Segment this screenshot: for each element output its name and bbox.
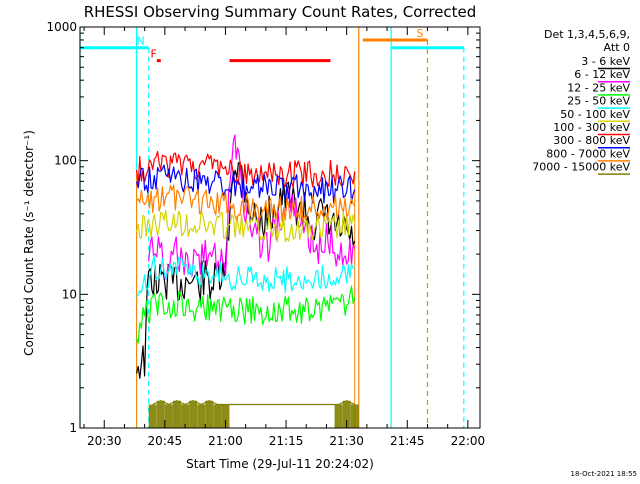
series-8-block-9 [221,404,230,428]
legend-label-8: 7000 - 15000 keV [532,161,630,174]
y-tick-label-3: 1000 [46,20,77,34]
series-line-0 [136,162,356,379]
legend-label-1: 6 - 12 keV [574,68,630,81]
legend-label-5: 100 - 300 keV [553,121,630,134]
series-8-block-5 [189,400,198,428]
legend-header-line-2: Att 0 [604,41,630,54]
axes-layer: 1 10 100 1000 20:30 20:45 21:00 21:15 21:30 21:45… [46,20,485,448]
x-tick-label-3: 21:15 [269,434,304,448]
plot-frame [79,26,481,429]
series-8-block-6 [197,404,206,428]
x-tick-label-6: 22:00 [451,434,486,448]
series-8-block-12 [350,404,359,428]
series-8-block-4 [181,404,190,428]
x-tick-label-2: 21:00 [208,434,243,448]
annotation-label-0: N [136,35,144,48]
annotation-label-1: S [416,27,423,40]
series-layer [136,134,359,428]
series-8-block-7 [205,400,214,428]
chart-title: RHESSI Observing Summary Count Rates, Co… [84,3,477,21]
x-tick-label-1: 20:45 [148,434,183,448]
legend-label-3: 25 - 50 keV [567,95,630,108]
y-axis-label: Corrected Count Rate (s⁻¹ detector⁻¹) [22,130,36,356]
x-tick-label-5: 21:45 [390,434,425,448]
series-8-block-8 [213,404,222,428]
series-line-3 [136,255,356,298]
series-8-block-2 [164,404,173,428]
y-tick-label-2: 100 [54,154,77,168]
annotation-label-3: F [150,48,156,61]
series-line-5 [136,150,356,189]
series-line-6 [136,164,356,204]
timestamp: 18-Oct-2021 18:55 [571,470,637,478]
series-line-4 [136,209,356,243]
series-8-block-1 [156,400,165,428]
x-tick-label-0: 20:30 [87,434,122,448]
series-8-block-11 [342,400,351,428]
series-8-block-0 [148,404,157,428]
legend-label-7: 800 - 7000 keV [546,147,630,160]
legend-label-4: 50 - 100 keV [560,108,630,121]
legend-label-6: 300 - 800 keV [553,134,630,147]
series-line-2 [136,285,356,344]
legend-label-0: 3 - 6 keV [581,55,630,68]
series-8-block-3 [172,400,181,428]
legend-header-line-1: Det 1,3,4,5,6,9, [544,28,630,41]
series-line-8 [152,400,355,406]
series-8-block-10 [334,404,343,428]
series-line-7 [136,184,356,223]
legend-label-2: 12 - 25 keV [567,81,630,94]
x-tick-label-4: 21:30 [329,434,364,448]
x-axis-label: Start Time (29-Jul-11 20:24:02) [186,457,374,471]
y-tick-label-0: 1 [69,421,77,435]
y-tick-label-1: 10 [62,287,77,301]
